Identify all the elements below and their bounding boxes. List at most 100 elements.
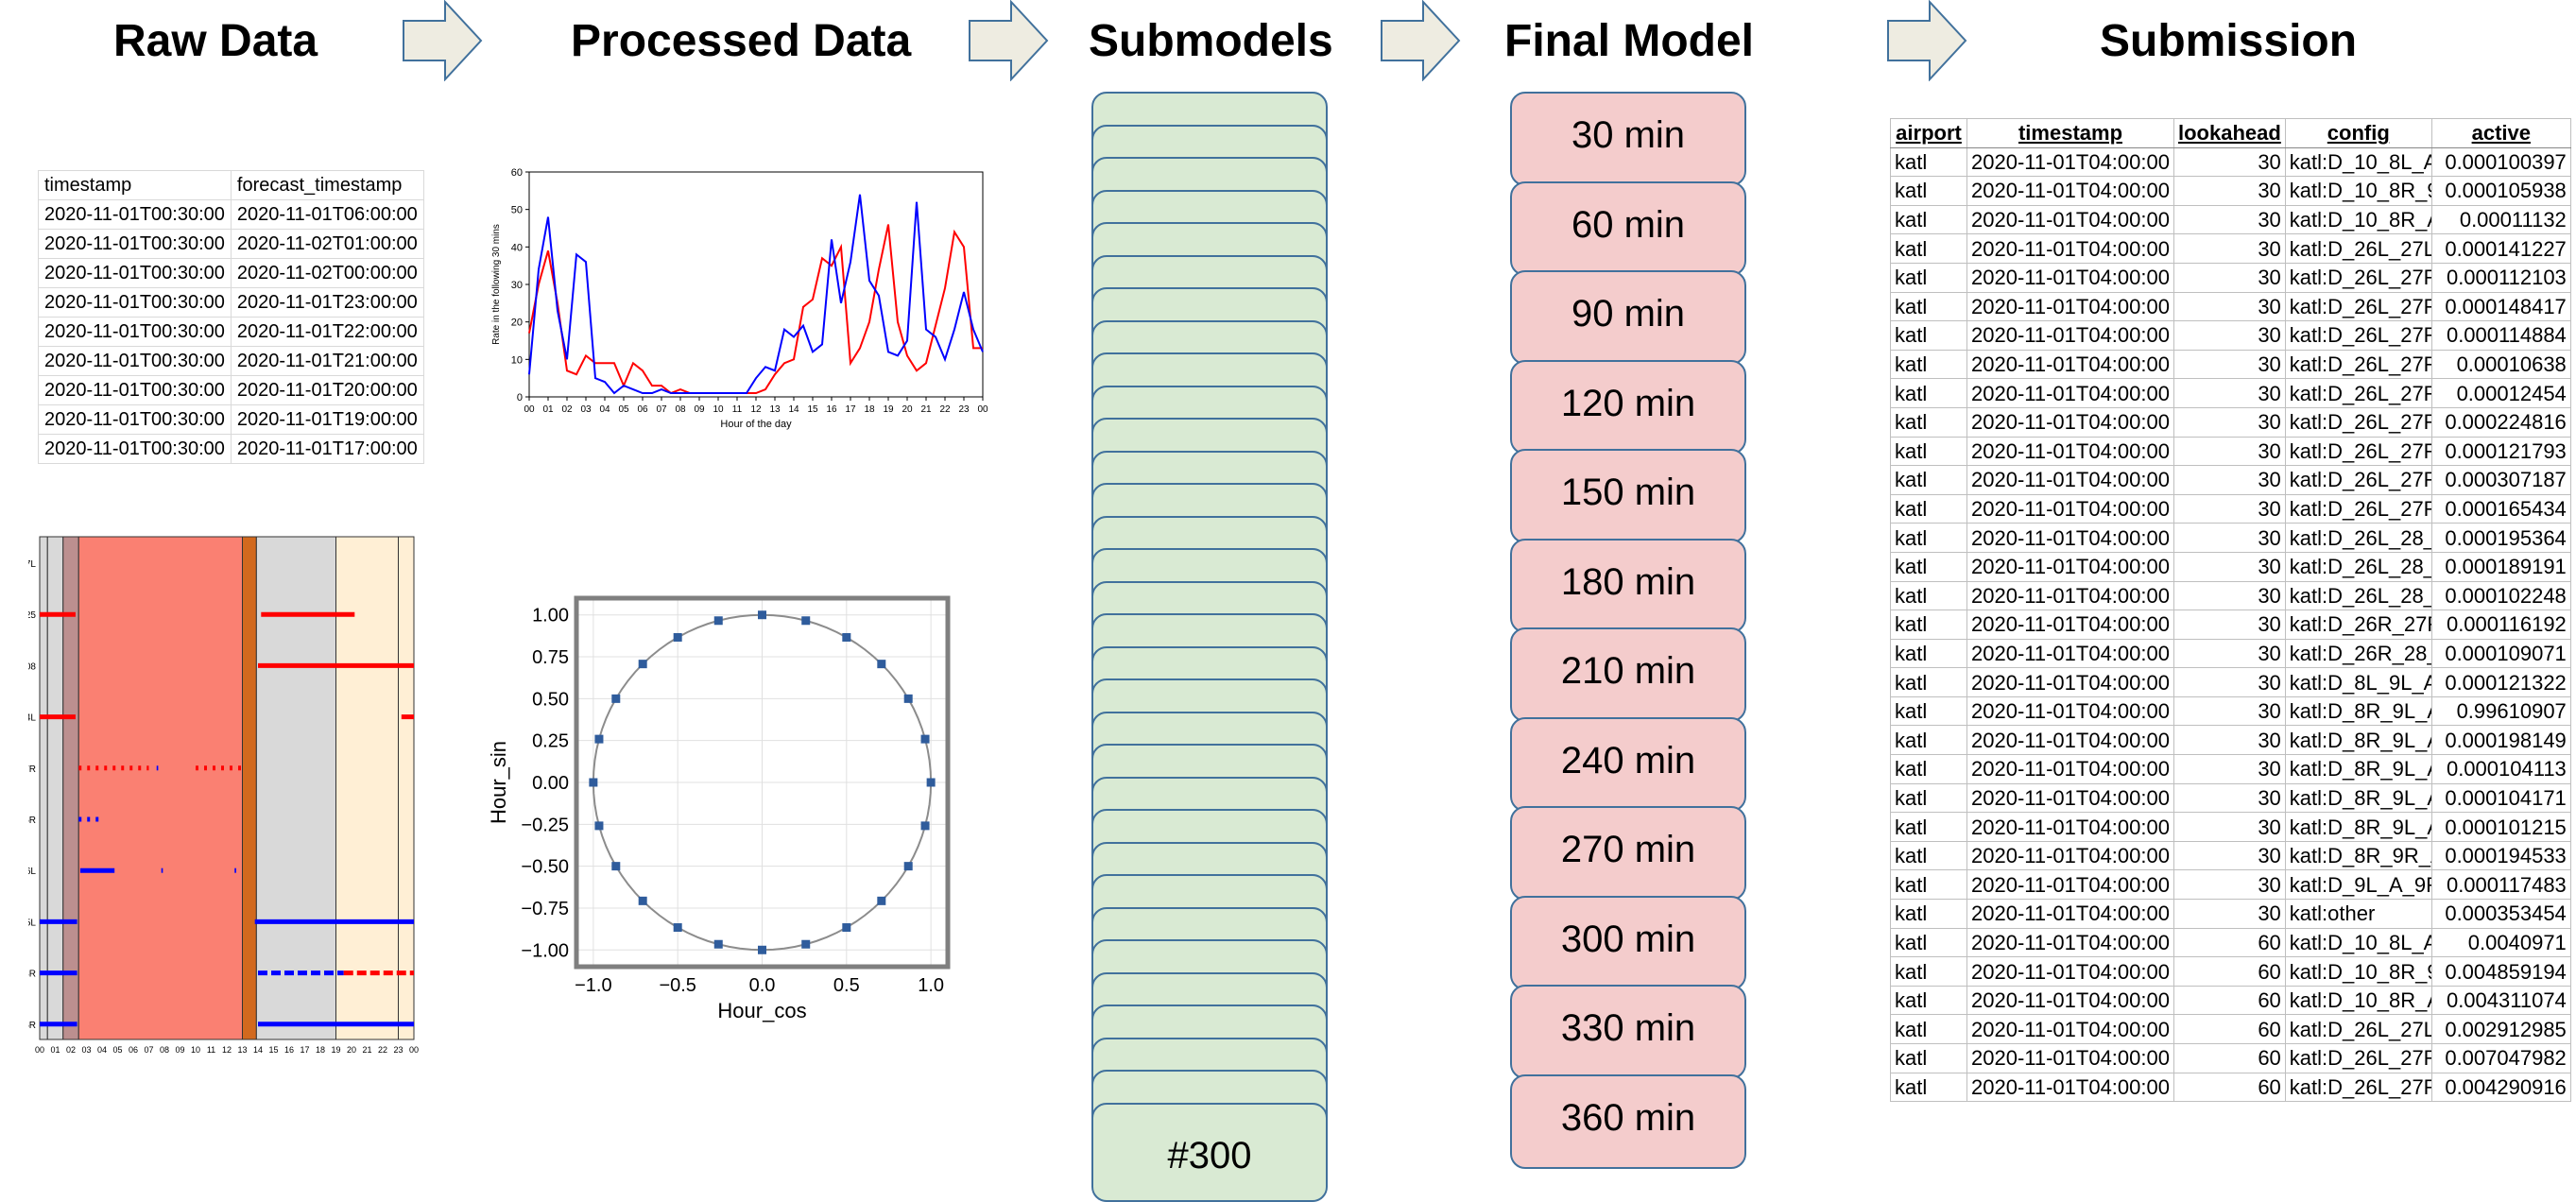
sub-cell-airport: katl — [1890, 233, 1967, 264]
stage-title-submission: Submission — [2100, 16, 2358, 66]
scatter-point — [713, 616, 723, 626]
sub-cell-airport: katl — [1890, 1043, 1967, 1073]
submission-table-header: airport timestamp lookahead config activ… — [1890, 118, 2571, 148]
sub-cell-timestamp: 2020-11-01T04:00:00 — [1966, 146, 2174, 178]
sub-cell-timestamp: 2020-11-01T04:00:00 — [1966, 840, 2174, 871]
submission-table-row: katl 2020-11-01T04:00:00 30 katl:D_26L_27R 0… — [1890, 436, 2571, 467]
submission-table-row: katl 2020-11-01T04:00:00 60 katl:D_10_8L_A 0… — [1890, 927, 2571, 958]
runway-time-band — [398, 536, 415, 1040]
scatter-point — [926, 778, 936, 787]
raw-table-row: 2020-11-01T00:30:00 2020-11-01T22:00:00 — [38, 317, 424, 347]
sub-cell-active: 0.004290916 — [2430, 1072, 2571, 1103]
flow-arrow-4 — [1887, 0, 1967, 81]
runway-x-tick: 00 — [35, 1045, 44, 1055]
raw-table-row: 2020-11-01T00:30:00 2020-11-01T21:00:00 — [38, 346, 424, 376]
submission-table-row: katl 2020-11-01T04:00:00 60 katl:D_10_8R_A 0… — [1890, 985, 2571, 1016]
submission-table-row: katl 2020-11-01T04:00:00 30 katl:D_10_8L_A 0… — [1890, 146, 2571, 178]
submission-table-row: katl 2020-11-01T04:00:00 30 katl:D_8R_9L_A 0… — [1890, 812, 2571, 842]
sub-cell-lookahead: 30 — [2172, 493, 2286, 524]
sub-cell-config: katl:D_10_8R_9 — [2284, 956, 2432, 987]
sub-cell-lookahead: 60 — [2172, 1072, 2286, 1103]
sub-cell-timestamp: 2020-11-01T04:00:00 — [1966, 320, 2174, 351]
scatter-y-tick-label: 0.25 — [532, 731, 569, 752]
sub-cell-lookahead: 30 — [2172, 378, 2286, 408]
sub-cell-lookahead: 30 — [2172, 725, 2286, 756]
sub-cell-active: 0.000189191 — [2430, 551, 2571, 582]
sub-cell-timestamp: 2020-11-01T04:00:00 — [1966, 551, 2174, 582]
runway-x-tick: 19 — [331, 1045, 340, 1055]
sub-cell-config: katl:D_10_8R_9 — [2284, 176, 2432, 206]
submission-table-row: katl 2020-11-01T04:00:00 30 katl:D_26L_27R 0… — [1890, 262, 2571, 293]
sub-cell-config: katl:D_10_8R_A — [2284, 204, 2432, 235]
final-model-label: 60 min — [1571, 203, 1686, 246]
sub-cell-airport: katl — [1890, 638, 1967, 669]
line-x-tick-label: 02 — [561, 404, 573, 415]
line-y-axis-label: Rate in the following 30 mins — [491, 224, 502, 345]
scatter-point — [758, 945, 766, 954]
final-model-box: 270 min — [1510, 806, 1746, 901]
submission-table-row: katl 2020-11-01T04:00:00 30 katl:D_26L_27R 0… — [1890, 320, 2571, 351]
sub-cell-airport: katl — [1890, 782, 1967, 814]
line-x-tick-label: 03 — [580, 404, 592, 415]
sub-cell-config: katl:D_26L_27R — [2284, 493, 2432, 524]
sub-cell-active: 0.99610907 — [2430, 695, 2571, 727]
sub-cell-timestamp: 2020-11-01T04:00:00 — [1966, 580, 2174, 611]
sub-cell-active: 0.000112103 — [2430, 262, 2571, 293]
raw-table-header: timestamp forecast_timestamp — [38, 170, 424, 200]
line-x-tick-label: 20 — [902, 404, 913, 415]
scatter-x-tick-label: −1.0 — [575, 975, 611, 996]
sub-cell-lookahead: 30 — [2172, 580, 2286, 611]
raw-cell-forecast-timestamp: 2020-11-01T19:00:00 — [230, 404, 424, 435]
sub-cell-lookahead: 30 — [2172, 436, 2286, 467]
sub-cell-airport: katl — [1890, 291, 1967, 322]
scatter-point — [877, 896, 886, 905]
line-x-tick-label: 14 — [788, 404, 799, 415]
submission-table-row: katl 2020-11-01T04:00:00 30 katl:D_10_8R_A 0… — [1890, 204, 2571, 235]
submission-table-row: katl 2020-11-01T04:00:00 30 katl:D_26L_27R 0… — [1890, 406, 2571, 438]
runway-x-tick: 21 — [362, 1045, 371, 1055]
line-x-tick-label: 21 — [920, 404, 932, 415]
runway-label: 34R — [28, 970, 36, 980]
sub-cell-config: katl:D_8L_9L_A — [2284, 667, 2432, 697]
final-model-box: 60 min — [1510, 180, 1746, 276]
runway-x-tick: 23 — [393, 1045, 403, 1055]
submission-table-row: katl 2020-11-01T04:00:00 30 katl:D_26L_27R 0… — [1890, 493, 2571, 524]
scatter-point — [842, 923, 851, 933]
hourly-rate-line-chart: 0 10 20 30 40 50 60 00 01 02 03 04 05 06 07 08 09 10 11 12 1… — [491, 167, 988, 430]
final-model-label: 360 min — [1560, 1096, 1696, 1139]
runway-x-tick: 22 — [378, 1045, 387, 1055]
sub-cell-timestamp: 2020-11-01T04:00:00 — [1966, 406, 2174, 438]
runway-label: 17L — [28, 559, 36, 570]
sub-cell-lookahead: 30 — [2172, 176, 2286, 206]
final-model-label: 90 min — [1571, 293, 1686, 335]
flow-arrow-1 — [403, 0, 483, 81]
runway-label: 17R — [28, 764, 36, 775]
sub-cell-airport: katl — [1890, 610, 1967, 640]
line-x-tick-label: 07 — [656, 404, 667, 415]
raw-cell-timestamp: 2020-11-01T00:30:00 — [38, 258, 232, 288]
submission-table-row: katl 2020-11-01T04:00:00 30 katl:D_26L_27R 0… — [1890, 291, 2571, 322]
sub-cell-airport: katl — [1890, 493, 1967, 524]
final-model-label: 120 min — [1560, 382, 1696, 424]
scatter-point — [903, 694, 913, 703]
sub-cell-airport: katl — [1890, 176, 1967, 206]
scatter-y-axis-label: Hour_sin — [487, 741, 510, 824]
sub-cell-config: katl:D_9L_A_9R — [2284, 869, 2432, 901]
sub-cell-airport: katl — [1890, 812, 1967, 842]
runway-x-tick: 20 — [347, 1045, 356, 1055]
runway-x-tick: 18 — [316, 1045, 325, 1055]
stage-title-raw: Raw Data — [113, 16, 318, 66]
sub-cell-active: 0.002912985 — [2430, 1014, 2571, 1044]
sub-cell-timestamp: 2020-11-01T04:00:00 — [1966, 985, 2174, 1016]
line-chart-frame — [528, 171, 984, 398]
sub-cell-config: katl:D_10_8R_A — [2284, 985, 2432, 1016]
scatter-point — [758, 610, 766, 620]
submission-table-row: katl 2020-11-01T04:00:00 30 katl:D_8R_9L_A 0… — [1890, 754, 2571, 784]
scatter-point — [920, 821, 930, 831]
scatter-y-tick-label: −0.50 — [521, 857, 569, 878]
submission-table-row: katl 2020-11-01T04:00:00 30 katl:D_8R_9L_A 0… — [1890, 782, 2571, 814]
line-y-tick-label: 30 — [511, 280, 523, 291]
runway-x-tick: 13 — [237, 1045, 247, 1055]
sub-cell-timestamp: 2020-11-01T04:00:00 — [1966, 262, 2174, 293]
line-series-blue — [528, 194, 984, 395]
